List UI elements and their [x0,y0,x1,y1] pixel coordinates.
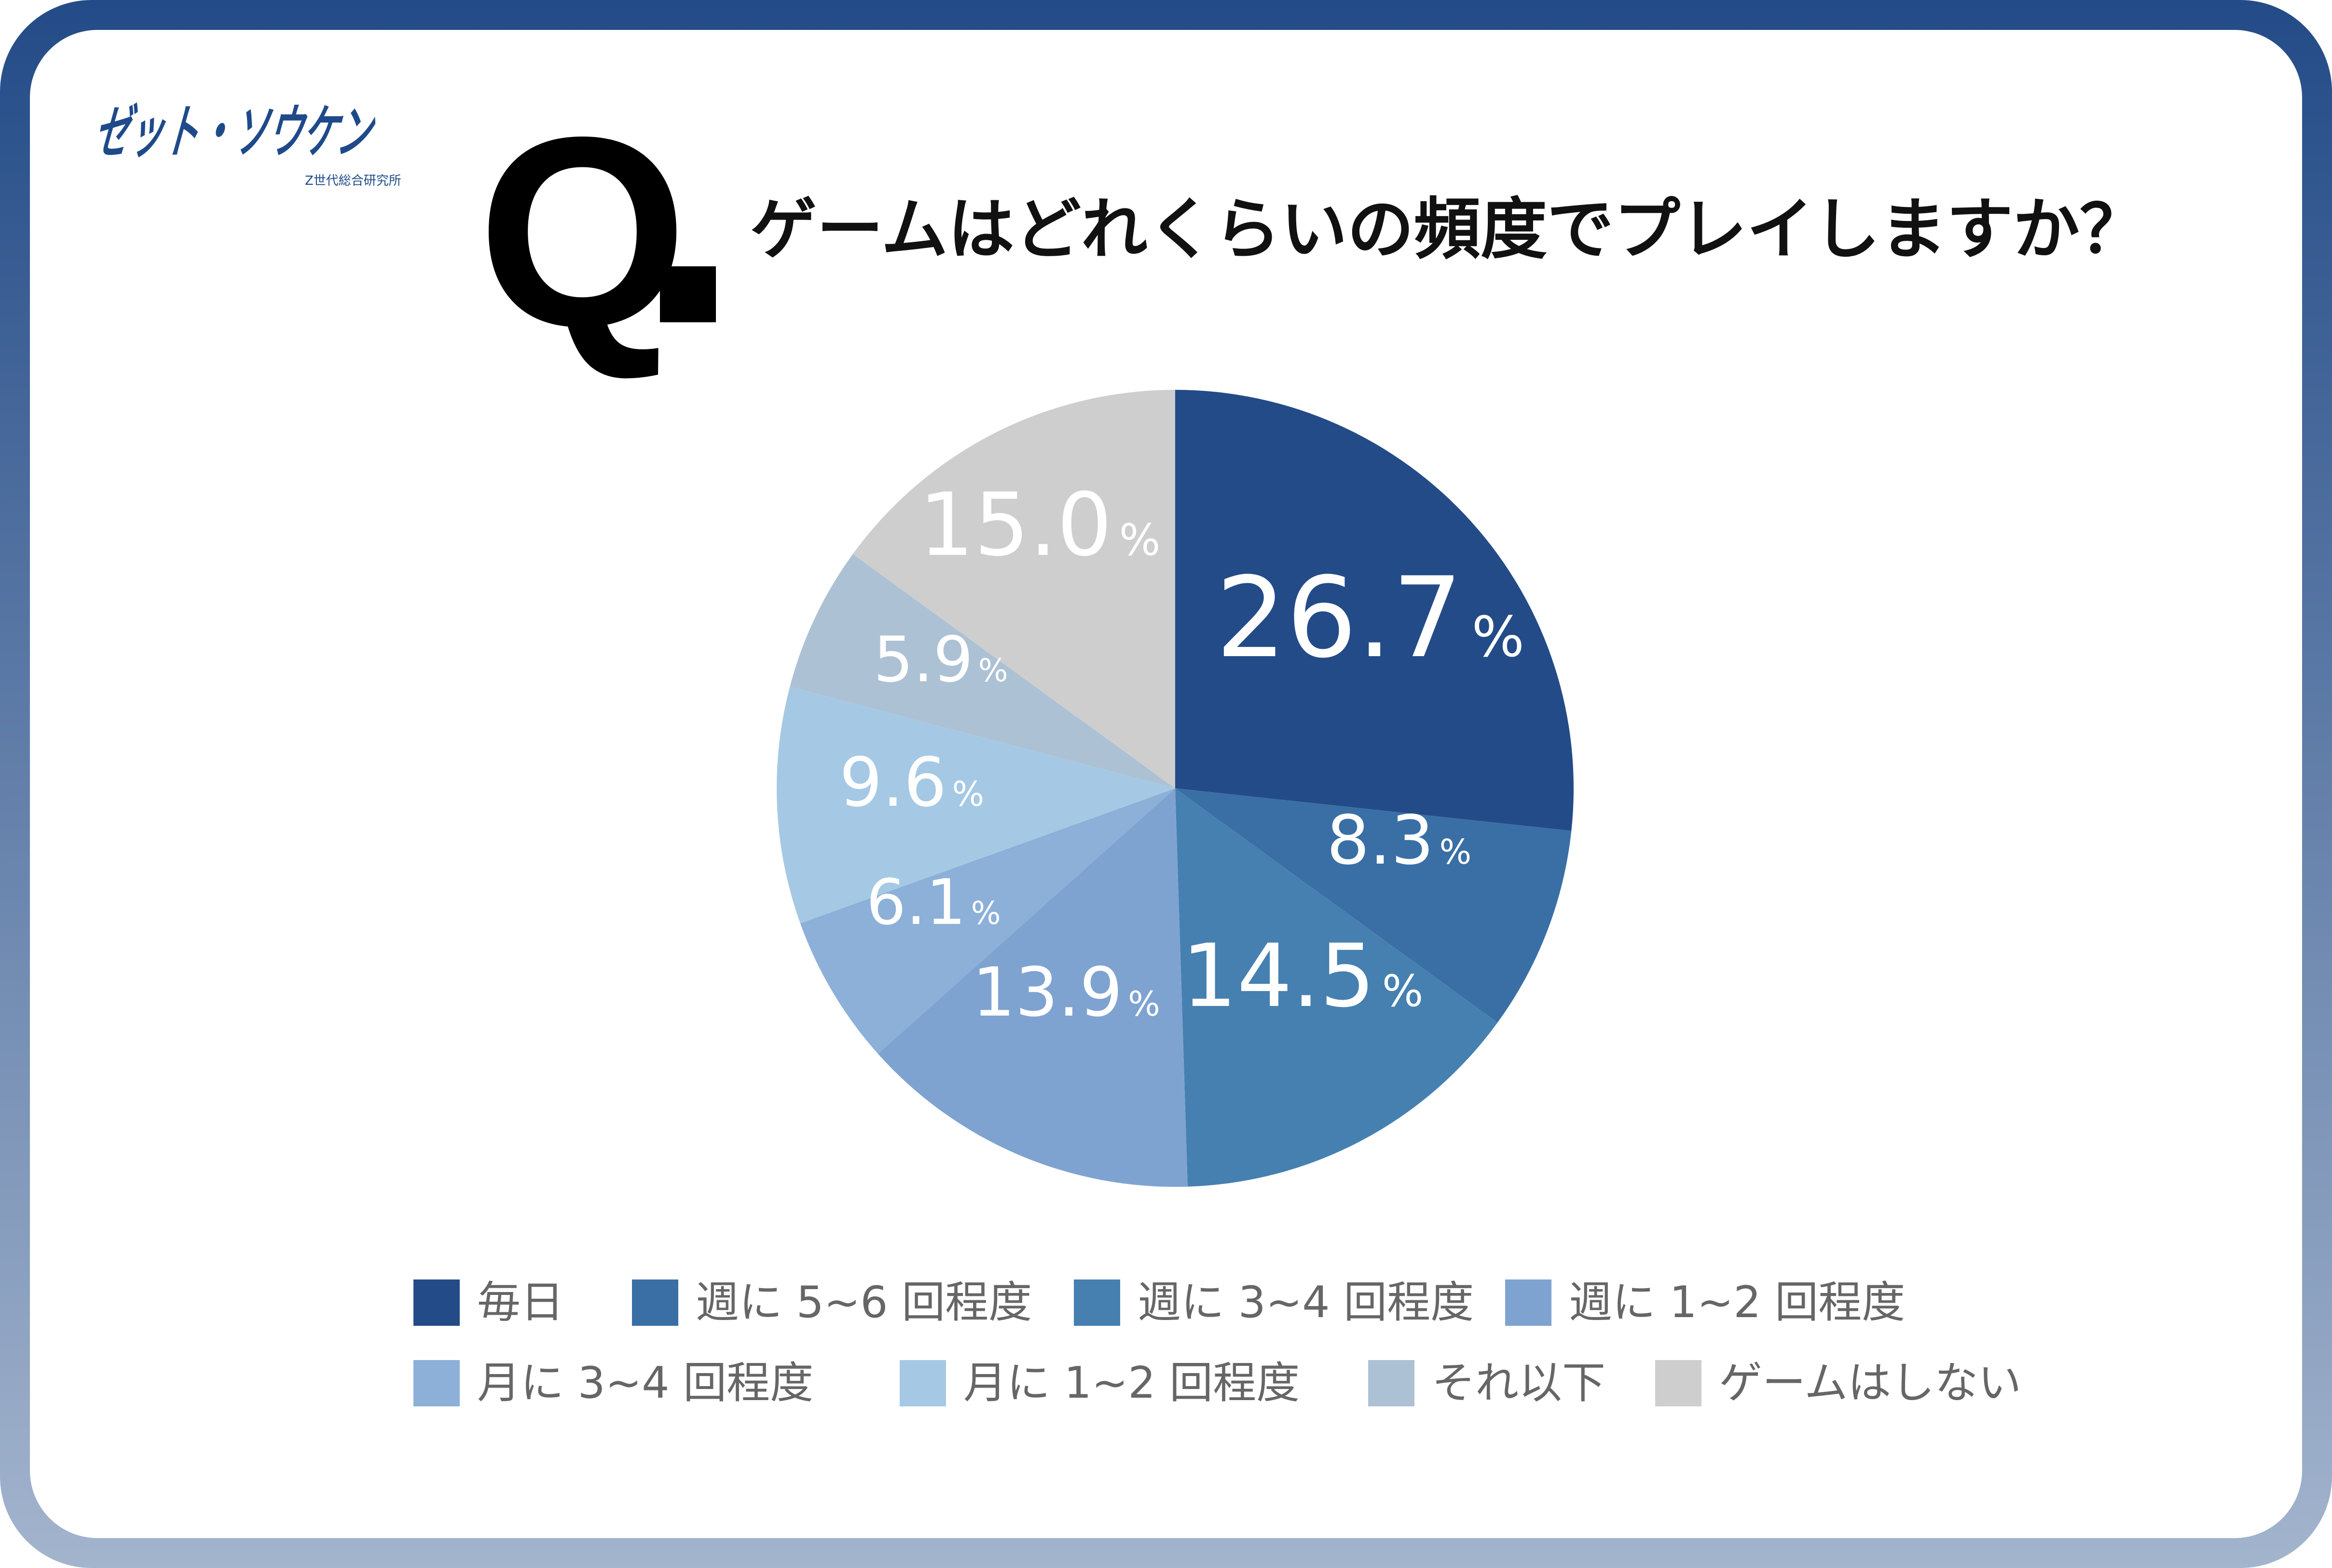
legend-label: 毎日 [477,1277,564,1328]
legend-item: 週に 5~6 回程度 [632,1279,1032,1327]
data-label-unit: % [978,653,1008,689]
legend-item: ゲームはしない [1655,1359,2021,1407]
pie-slice [1175,390,1574,831]
legend-item: それ以下 [1368,1359,1605,1407]
logo-subtitle: Z世代総合研究所 [305,174,401,188]
legend-swatch [413,1279,460,1326]
data-label-unit: % [1382,966,1424,1017]
legend-swatch [1074,1279,1120,1326]
data-label-unit: % [952,774,985,814]
pie-slice [878,788,1188,1187]
legend-swatch [413,1360,460,1406]
data-label-unit: % [1472,605,1524,670]
legend-swatch [900,1360,946,1406]
legend-label: 週に 1~2 回程度 [1569,1277,1906,1328]
data-label-unit: % [1128,984,1160,1024]
question-dot [660,266,716,322]
legend-swatch [1505,1279,1551,1326]
pie-slice [790,554,1175,788]
legend-label: 週に 3~4 回程度 [1138,1277,1474,1328]
data-label: 5.9% [874,623,1008,696]
legend-label: 週に 5~6 回程度 [696,1277,1032,1328]
pie-slice [1175,788,1572,1023]
legend-swatch [1368,1360,1414,1406]
legend-label: ゲームはしない [1719,1358,2022,1408]
data-label-unit: % [1119,515,1161,565]
legend-item: 週に 1~2 回程度 [1505,1279,1905,1327]
legend-label: それ以下 [1432,1358,1605,1408]
legend-item: 月に 3~4 回程度 [413,1359,813,1407]
question-mark-q: Q [478,81,688,383]
pie-slice [777,687,1175,923]
chart-title: ゲームはどれくらいの頻度でプレイしますか？ [750,191,2146,268]
legend-swatch [632,1279,678,1326]
legend-swatch [1655,1360,1701,1406]
legend-label: 月に 3~4 回程度 [477,1358,814,1408]
legend-label: 月に 1~2 回程度 [963,1358,1300,1408]
legend-item: 週に 3~4 回程度 [1074,1279,1474,1327]
legend-item: 月に 1~2 回程度 [900,1359,1300,1407]
data-label-unit: % [971,895,1001,932]
pie-slice [1175,788,1498,1187]
pie-slice [800,788,1175,1054]
legend-item: 毎日 [413,1279,564,1327]
pie-slice [852,390,1175,788]
data-label-unit: % [1440,832,1472,872]
